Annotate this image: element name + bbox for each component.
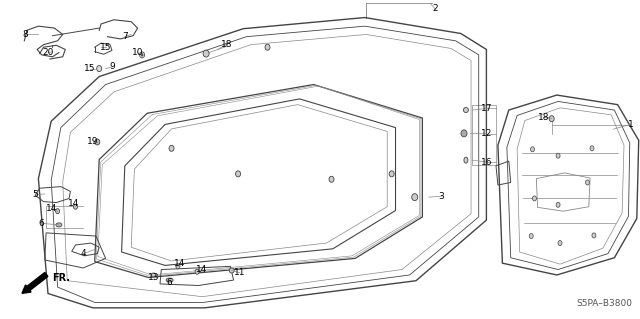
Text: S5PA–B3800: S5PA–B3800 — [576, 299, 632, 308]
Ellipse shape — [549, 116, 554, 122]
Ellipse shape — [195, 269, 199, 274]
Text: 8: 8 — [23, 30, 28, 39]
FancyArrow shape — [22, 272, 48, 293]
Text: 15: 15 — [84, 64, 95, 73]
Ellipse shape — [74, 204, 77, 209]
Text: 3: 3 — [439, 192, 444, 201]
Text: 2: 2 — [433, 4, 438, 13]
Ellipse shape — [140, 52, 145, 58]
Ellipse shape — [556, 153, 560, 158]
Ellipse shape — [558, 241, 562, 246]
Ellipse shape — [590, 146, 594, 151]
Ellipse shape — [166, 278, 173, 282]
Text: 6: 6 — [39, 219, 44, 228]
Ellipse shape — [389, 171, 394, 177]
Text: 6: 6 — [167, 278, 172, 287]
Ellipse shape — [531, 147, 534, 152]
Ellipse shape — [97, 66, 102, 71]
Ellipse shape — [95, 139, 100, 145]
Ellipse shape — [532, 196, 536, 201]
Text: 19: 19 — [87, 137, 99, 146]
Text: 5: 5 — [33, 190, 38, 199]
Text: 14: 14 — [68, 199, 79, 208]
Ellipse shape — [152, 273, 156, 277]
Ellipse shape — [586, 180, 589, 185]
Text: 14: 14 — [45, 204, 57, 213]
Text: 13: 13 — [148, 273, 159, 282]
Ellipse shape — [556, 202, 560, 207]
Text: 15: 15 — [100, 43, 111, 52]
Ellipse shape — [464, 157, 468, 163]
Ellipse shape — [203, 50, 209, 57]
Text: 1: 1 — [628, 120, 633, 129]
Ellipse shape — [56, 223, 62, 227]
Ellipse shape — [529, 234, 533, 239]
Ellipse shape — [592, 233, 596, 238]
Text: 11: 11 — [234, 268, 246, 277]
Text: FR.: FR. — [52, 273, 70, 284]
Text: 9: 9 — [109, 63, 115, 71]
Ellipse shape — [329, 176, 334, 182]
Ellipse shape — [236, 171, 241, 177]
Text: 16: 16 — [481, 158, 492, 167]
Text: 7: 7 — [122, 32, 127, 41]
Ellipse shape — [412, 194, 418, 201]
Text: 17: 17 — [481, 104, 492, 113]
Text: 20: 20 — [42, 48, 54, 57]
Text: 18: 18 — [538, 113, 550, 122]
Ellipse shape — [176, 264, 180, 269]
Ellipse shape — [141, 54, 143, 56]
Ellipse shape — [229, 268, 234, 273]
Ellipse shape — [265, 44, 270, 50]
Text: 4: 4 — [81, 249, 86, 258]
Text: 14: 14 — [196, 265, 207, 274]
Ellipse shape — [56, 209, 60, 214]
Text: 12: 12 — [481, 130, 492, 138]
Text: 14: 14 — [173, 259, 185, 268]
Text: 18: 18 — [221, 40, 233, 48]
Ellipse shape — [169, 145, 174, 151]
Ellipse shape — [463, 108, 468, 113]
Text: 10: 10 — [132, 48, 143, 57]
Ellipse shape — [461, 130, 467, 137]
